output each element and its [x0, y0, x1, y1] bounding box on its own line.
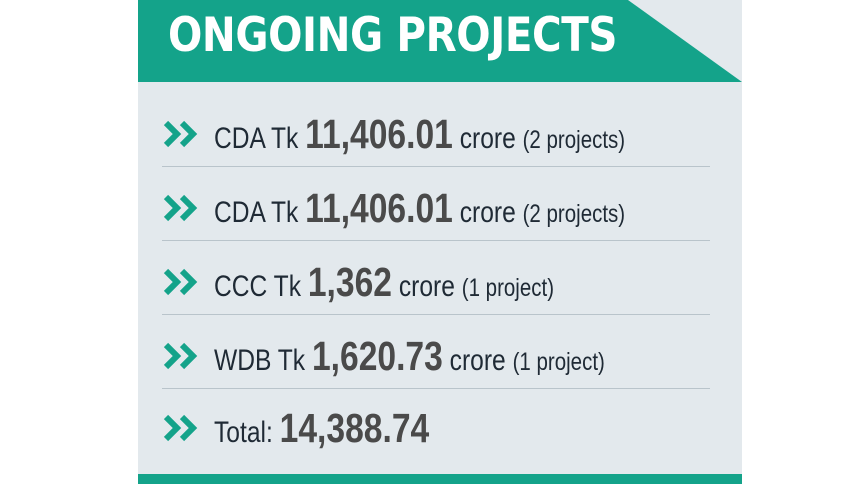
- row-text: WDB Tk 1,620.73 crore (1 project): [214, 333, 605, 380]
- project-count: (1 project): [461, 273, 555, 302]
- total-label: Total:: [214, 415, 273, 449]
- double-chevron-right-icon: [163, 268, 198, 296]
- banner-shape: [138, 0, 742, 82]
- divider: [162, 388, 710, 389]
- project-count: (2 projects): [522, 199, 626, 228]
- agency-label: CDA Tk: [214, 121, 299, 155]
- total-row: Total: 14,388.74: [162, 400, 710, 456]
- project-count: (1 project): [512, 347, 605, 376]
- row-text: CCC Tk 1,362 crore (1 project): [214, 259, 554, 306]
- agency-label: CDA Tk: [214, 195, 299, 229]
- unit-label: crore: [459, 121, 516, 155]
- total-text: Total: 14,388.74: [214, 405, 429, 452]
- page-title: ONGOING PROJECTS: [168, 8, 618, 63]
- divider: [162, 240, 710, 241]
- agency-label: CCC Tk: [214, 269, 302, 303]
- list-item: CCC Tk 1,362 crore (1 project): [162, 254, 710, 310]
- project-count: (2 projects): [522, 125, 626, 154]
- divider: [162, 166, 710, 167]
- footer-bar: [138, 474, 742, 484]
- row-text: CDA Tk 11,406.01 crore (2 projects): [214, 185, 625, 232]
- total-amount: 14,388.74: [279, 404, 430, 451]
- double-chevron-right-icon: [163, 194, 198, 222]
- double-chevron-right-icon: [163, 120, 198, 148]
- amount-value: 11,406.01: [305, 184, 453, 231]
- amount-value: 1,362: [307, 258, 393, 305]
- header-banner: ONGOING PROJECTS: [138, 0, 742, 82]
- divider: [162, 314, 710, 315]
- unit-label: crore: [398, 269, 455, 303]
- agency-label: WDB Tk: [214, 343, 306, 377]
- double-chevron-right-icon: [163, 342, 198, 370]
- amount-value: 1,620.73: [311, 332, 443, 379]
- double-chevron-right-icon: [163, 414, 198, 442]
- list-item: CDA Tk 11,406.01 crore (2 projects): [162, 180, 710, 236]
- amount-value: 11,406.01: [305, 110, 453, 157]
- list-item: WDB Tk 1,620.73 crore (1 project): [162, 328, 710, 384]
- unit-label: crore: [459, 195, 516, 229]
- row-text: CDA Tk 11,406.01 crore (2 projects): [214, 111, 625, 158]
- list-item: CDA Tk 11,406.01 crore (2 projects): [162, 106, 710, 162]
- unit-label: crore: [449, 343, 506, 377]
